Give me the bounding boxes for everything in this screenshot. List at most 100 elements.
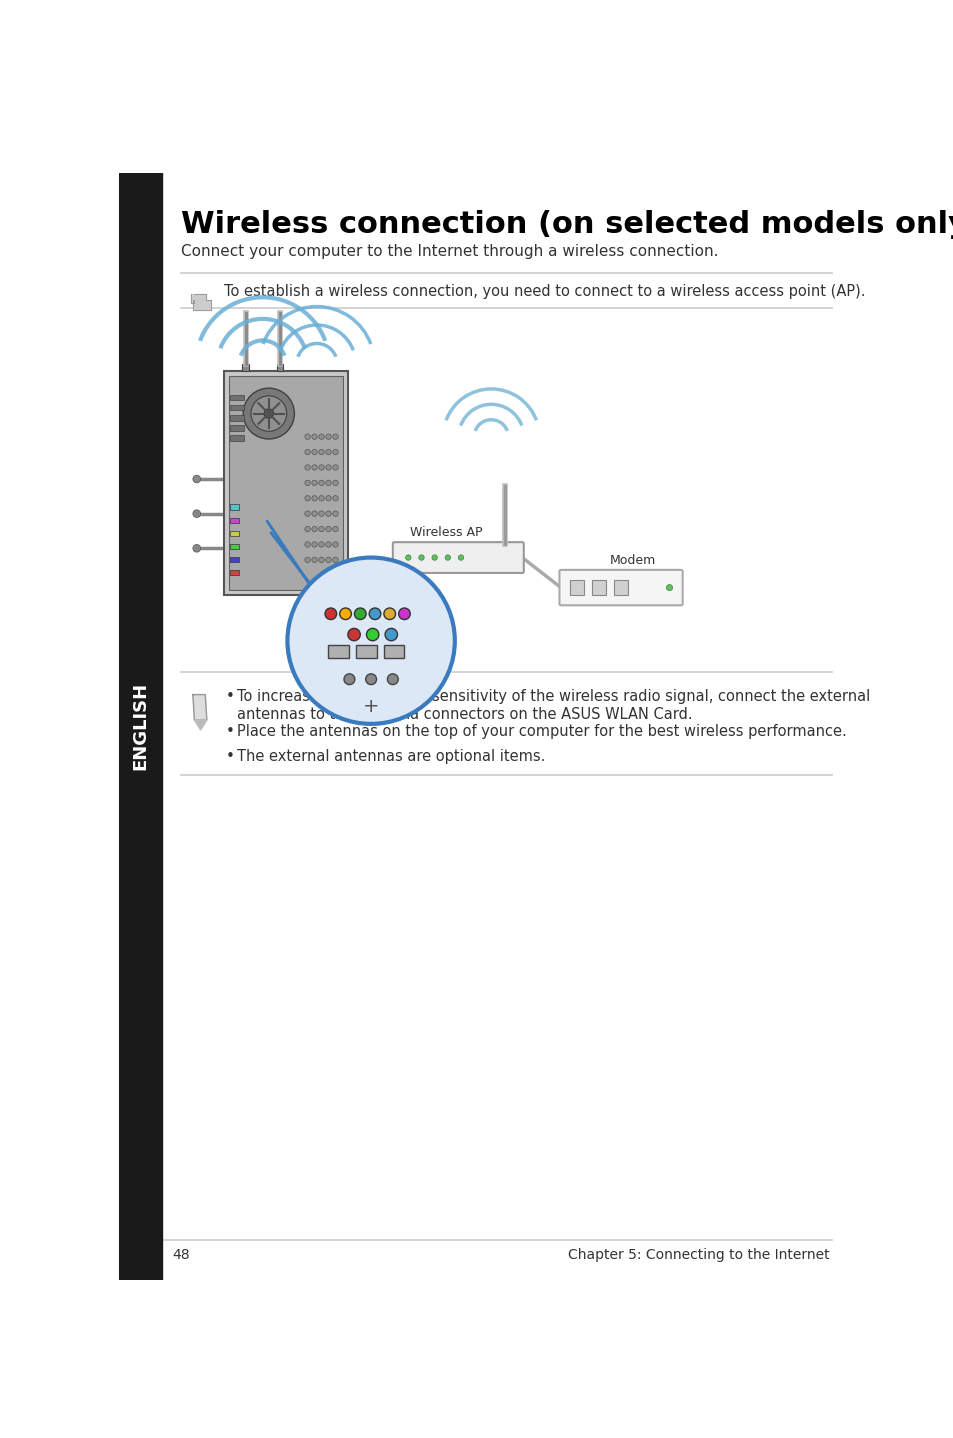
Circle shape: [387, 674, 397, 684]
Text: 48: 48: [172, 1248, 190, 1263]
Circle shape: [312, 510, 317, 516]
Circle shape: [312, 557, 317, 562]
Bar: [592, 580, 605, 595]
Circle shape: [312, 450, 317, 454]
Circle shape: [333, 542, 337, 548]
Circle shape: [333, 464, 337, 470]
Circle shape: [333, 496, 337, 500]
Circle shape: [418, 555, 424, 561]
Text: •: •: [226, 723, 234, 739]
Circle shape: [325, 464, 331, 470]
Circle shape: [445, 555, 450, 561]
Bar: [229, 375, 343, 590]
Circle shape: [312, 480, 317, 486]
Circle shape: [305, 510, 310, 516]
Circle shape: [325, 496, 331, 500]
Circle shape: [383, 608, 395, 620]
Circle shape: [457, 555, 463, 561]
Bar: [230, 531, 238, 536]
Circle shape: [325, 510, 331, 516]
Text: Wireless connection (on selected models only): Wireless connection (on selected models …: [181, 210, 953, 239]
Circle shape: [385, 628, 397, 641]
Bar: [230, 436, 244, 440]
Circle shape: [333, 557, 337, 562]
Text: Wireless AP: Wireless AP: [410, 526, 482, 539]
Bar: [230, 544, 238, 549]
Circle shape: [312, 434, 317, 440]
Circle shape: [405, 555, 411, 561]
Text: To increase the range and sensitivity of the wireless radio signal, connect the : To increase the range and sensitivity of…: [236, 689, 869, 722]
Circle shape: [333, 510, 337, 516]
Text: Connect your computer to the Internet through a wireless connection.: Connect your computer to the Internet th…: [181, 244, 718, 259]
Circle shape: [305, 542, 310, 548]
Circle shape: [333, 480, 337, 486]
Circle shape: [348, 628, 360, 641]
Circle shape: [305, 434, 310, 440]
Circle shape: [325, 480, 331, 486]
Bar: [230, 557, 238, 562]
Bar: [230, 416, 244, 420]
Circle shape: [325, 608, 336, 620]
Bar: [230, 518, 238, 523]
Bar: [276, 364, 282, 371]
Circle shape: [305, 450, 310, 454]
Polygon shape: [194, 720, 207, 731]
Circle shape: [287, 558, 455, 723]
Polygon shape: [192, 295, 211, 309]
Circle shape: [333, 450, 337, 454]
Circle shape: [264, 408, 274, 418]
Bar: [224, 371, 348, 594]
Circle shape: [366, 628, 378, 641]
Bar: [328, 646, 348, 657]
Circle shape: [312, 496, 317, 500]
Bar: [570, 580, 583, 595]
Circle shape: [312, 526, 317, 532]
Circle shape: [318, 434, 324, 440]
Circle shape: [193, 475, 200, 483]
Circle shape: [318, 557, 324, 562]
Bar: [242, 364, 249, 371]
Circle shape: [305, 480, 310, 486]
Text: •: •: [226, 749, 234, 764]
Circle shape: [318, 510, 324, 516]
Bar: [119, 173, 162, 1280]
FancyBboxPatch shape: [558, 569, 682, 605]
Bar: [230, 406, 244, 410]
Circle shape: [305, 526, 310, 532]
Circle shape: [318, 526, 324, 532]
Text: Place the antennas on the top of your computer for the best wireless performance: Place the antennas on the top of your co…: [236, 723, 846, 739]
Circle shape: [432, 555, 436, 561]
FancyBboxPatch shape: [393, 542, 523, 572]
Circle shape: [666, 584, 672, 591]
Circle shape: [318, 496, 324, 500]
Circle shape: [193, 545, 200, 552]
Circle shape: [243, 388, 294, 439]
Circle shape: [312, 464, 317, 470]
Polygon shape: [193, 695, 207, 720]
Circle shape: [369, 608, 380, 620]
Circle shape: [398, 608, 410, 620]
Circle shape: [325, 434, 331, 440]
Circle shape: [325, 450, 331, 454]
Circle shape: [312, 542, 317, 548]
Bar: [230, 505, 238, 510]
Circle shape: [325, 542, 331, 548]
Circle shape: [318, 464, 324, 470]
Circle shape: [305, 464, 310, 470]
Circle shape: [325, 557, 331, 562]
Circle shape: [339, 608, 351, 620]
Text: Modem: Modem: [609, 554, 655, 567]
Circle shape: [305, 557, 310, 562]
Text: Chapter 5: Connecting to the Internet: Chapter 5: Connecting to the Internet: [567, 1248, 828, 1263]
Circle shape: [333, 526, 337, 532]
Circle shape: [305, 496, 310, 500]
Bar: [384, 646, 404, 657]
Circle shape: [251, 395, 286, 431]
Bar: [356, 646, 376, 657]
Text: The external antennas are optional items.: The external antennas are optional items…: [236, 749, 545, 764]
Circle shape: [193, 510, 200, 518]
Circle shape: [318, 542, 324, 548]
Circle shape: [355, 608, 366, 620]
Text: +: +: [362, 697, 379, 716]
Text: ENGLISH: ENGLISH: [131, 682, 149, 771]
